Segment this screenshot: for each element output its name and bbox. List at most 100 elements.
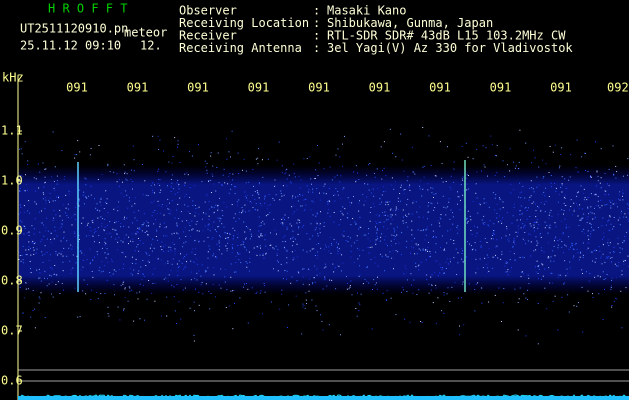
noise-dot xyxy=(153,247,155,249)
noise-dot xyxy=(18,231,20,233)
noise-dot xyxy=(126,194,128,196)
noise-dot xyxy=(101,247,103,249)
noise-dot xyxy=(447,287,449,289)
noise-dot xyxy=(588,238,590,240)
noise-dot xyxy=(94,229,95,231)
noise-dot xyxy=(374,241,376,243)
noise-dot xyxy=(578,207,580,209)
noise-dot xyxy=(93,232,95,234)
noise-dot xyxy=(418,269,420,271)
noise-dot xyxy=(409,189,411,191)
noise-dot xyxy=(30,272,32,274)
noise-dot xyxy=(507,269,509,271)
noise-dot xyxy=(170,191,172,192)
noise-dot xyxy=(201,181,203,183)
noise-dot xyxy=(449,301,451,302)
noise-dot xyxy=(427,183,429,185)
noise-dot xyxy=(386,228,388,230)
noise-dot xyxy=(264,291,266,293)
noise-dot xyxy=(105,190,107,192)
noise-dot xyxy=(367,183,369,185)
noise-dot xyxy=(590,175,591,177)
noise-dot xyxy=(457,297,459,299)
noise-dot xyxy=(584,197,586,199)
noise-dot xyxy=(503,288,505,289)
noise-dot xyxy=(368,164,370,166)
noise-dot xyxy=(51,293,52,295)
noise-dot xyxy=(263,285,265,287)
file-name: UT2511120910.pn xyxy=(20,22,128,36)
noise-dot xyxy=(234,186,236,187)
noise-dot xyxy=(194,185,196,187)
noise-dot xyxy=(524,224,526,226)
noise-dot xyxy=(543,203,545,205)
noise-dot xyxy=(395,214,397,216)
noise-dot xyxy=(565,227,567,229)
noise-dot xyxy=(452,216,454,218)
noise-dot xyxy=(521,271,523,273)
noise-dot xyxy=(21,153,23,155)
noise-dot xyxy=(22,176,24,178)
noise-dot xyxy=(241,212,242,214)
noise-dot xyxy=(157,135,159,137)
noise-dot xyxy=(381,201,383,203)
noise-dot xyxy=(151,215,153,217)
noise-dot xyxy=(505,261,507,263)
noise-dot xyxy=(36,248,38,250)
noise-dot xyxy=(155,236,157,237)
noise-dot xyxy=(239,211,241,213)
noise-dot xyxy=(608,229,610,231)
noise-dot xyxy=(167,198,169,200)
noise-dot xyxy=(333,271,335,273)
noise-dot xyxy=(466,189,468,191)
noise-dot xyxy=(179,237,180,239)
noise-dot xyxy=(56,235,58,237)
noise-dot xyxy=(200,275,202,277)
noise-dot xyxy=(97,179,99,180)
noise-dot xyxy=(208,245,210,247)
noise-dot xyxy=(130,178,132,180)
noise-dot xyxy=(249,229,251,231)
noise-dot xyxy=(212,237,214,239)
noise-dot xyxy=(264,234,266,236)
noise-dot xyxy=(311,248,313,250)
noise-dot xyxy=(622,242,624,244)
noise-dot xyxy=(569,267,571,269)
noise-dot xyxy=(557,244,559,246)
noise-dot xyxy=(329,237,331,239)
noise-dot xyxy=(603,236,605,238)
noise-dot xyxy=(84,177,86,179)
noise-dot xyxy=(542,264,544,266)
noise-dot xyxy=(526,218,528,220)
noise-dot xyxy=(118,185,120,187)
noise-dot xyxy=(112,273,114,275)
noise-dot xyxy=(352,218,354,219)
noise-dot xyxy=(258,148,260,150)
noise-dot xyxy=(313,248,315,250)
noise-dot xyxy=(216,231,217,233)
noise-dot xyxy=(571,244,573,246)
noise-dot xyxy=(67,203,69,205)
noise-dot xyxy=(529,223,531,225)
noise-dot xyxy=(585,170,586,171)
noise-dot xyxy=(285,169,287,171)
noise-dot xyxy=(258,225,260,227)
noise-dot xyxy=(431,285,433,287)
noise-dot xyxy=(422,188,424,190)
noise-dot xyxy=(190,279,192,281)
noise-dot xyxy=(546,225,548,226)
noise-dot xyxy=(517,329,519,331)
noise-dot xyxy=(517,225,519,227)
noise-dot xyxy=(205,283,207,285)
noise-dot xyxy=(391,177,393,179)
noise-dot xyxy=(393,188,395,190)
noise-dot xyxy=(298,227,300,229)
noise-dot xyxy=(381,255,383,257)
noise-dot xyxy=(545,163,547,165)
noise-dot xyxy=(492,256,494,258)
noise-dot xyxy=(586,199,588,201)
noise-dot xyxy=(524,240,525,242)
noise-dot xyxy=(594,261,596,263)
noise-dot xyxy=(269,212,271,214)
noise-dot xyxy=(211,192,212,193)
